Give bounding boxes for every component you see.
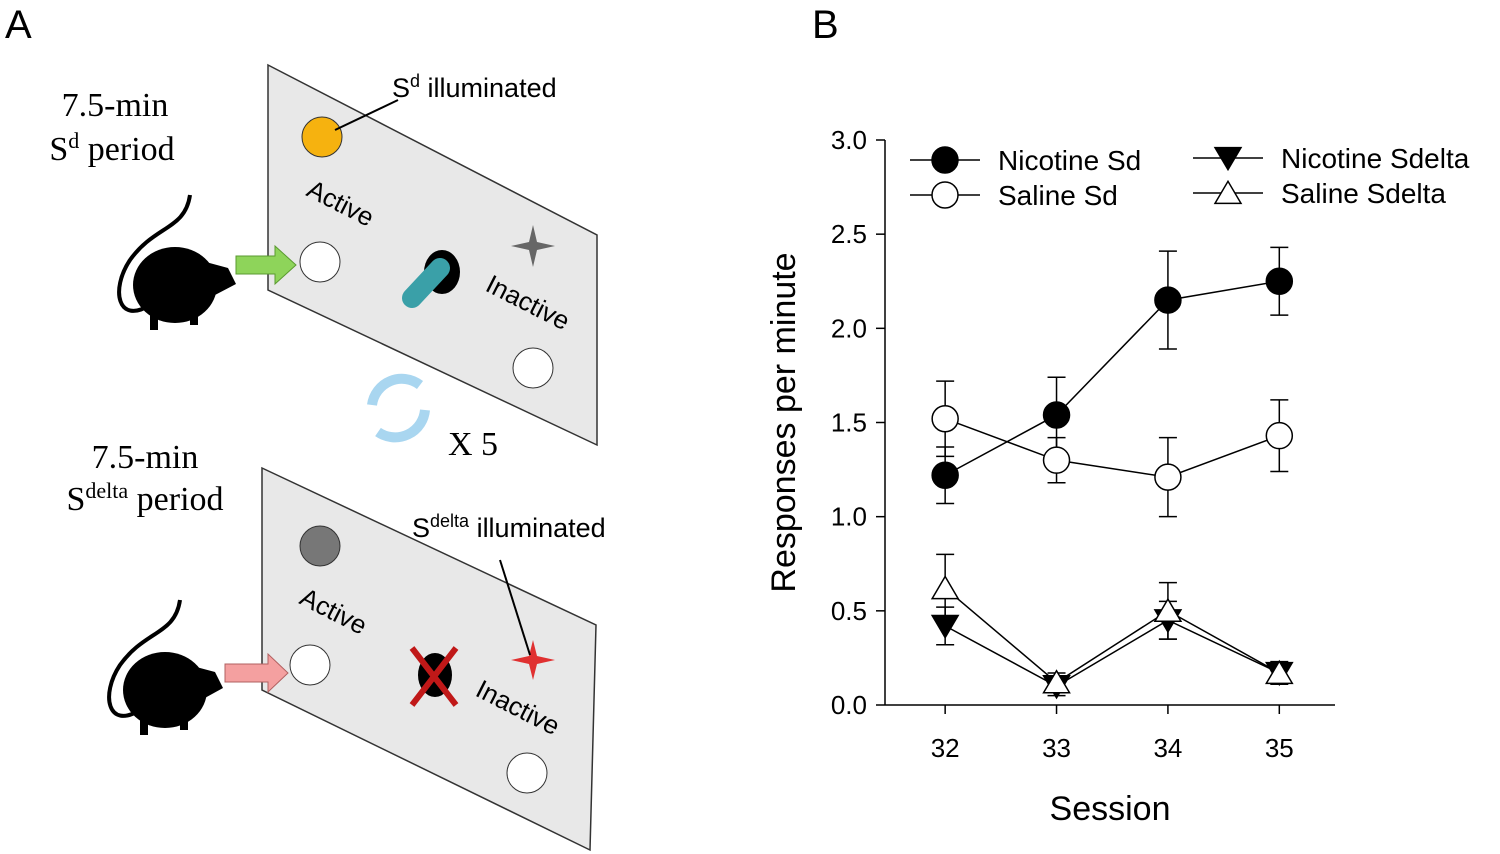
series-line <box>944 619 1280 688</box>
chart: 0.0 0.5 1.0 1.5 2.0 2.5 3.0 32 33 34 35 Session Resp… <box>765 125 1470 828</box>
marker <box>1042 401 1071 429</box>
y-axis-label: Responses per minute <box>765 252 803 592</box>
x-tick-label: 35 <box>1265 733 1294 763</box>
series-line <box>944 280 1280 476</box>
s: S <box>49 131 68 168</box>
sdelta-diagram: Active Inactive Sdelta illuminated 7.5-m… <box>66 439 606 852</box>
rat <box>107 599 223 735</box>
series-line <box>944 418 1280 478</box>
marker <box>930 614 960 640</box>
y-tick-label: 0.5 <box>831 596 867 626</box>
x-tick-label: 32 <box>931 733 960 763</box>
sd-light <box>301 116 343 158</box>
x-axis-label: Session <box>1050 790 1171 828</box>
pointer <box>334 99 399 131</box>
marker <box>931 461 959 489</box>
y-tick-label: 2.5 <box>831 219 867 249</box>
legend-marker <box>931 146 959 174</box>
panel-label: A <box>5 3 32 47</box>
y-tick-label: 1.0 <box>831 502 867 532</box>
period-label: Sd period <box>49 128 174 168</box>
port <box>512 347 554 389</box>
marker <box>1042 669 1071 694</box>
series-line <box>944 587 1280 684</box>
cross <box>409 646 459 707</box>
rest: period <box>79 131 174 168</box>
duration: 7.5-min <box>92 439 199 476</box>
active-port <box>299 241 341 283</box>
s: S <box>392 73 410 103</box>
sup: d <box>68 128 79 153</box>
legend-marker <box>1213 179 1243 205</box>
sd-illuminated: Sd illuminated <box>392 71 557 103</box>
legend-marker <box>1213 146 1243 172</box>
sup: delta <box>85 478 128 503</box>
rest: illuminated <box>469 513 606 543</box>
arrow <box>224 652 289 694</box>
sup: delta <box>430 511 470 531</box>
legend-label: Nicotine Sd <box>998 145 1141 176</box>
sup: d <box>410 71 420 91</box>
rat <box>117 194 236 330</box>
s: S <box>412 513 430 543</box>
sdelta-light <box>511 225 555 267</box>
marker <box>1265 267 1294 295</box>
legend-marker <box>931 181 959 209</box>
marker <box>1042 446 1071 474</box>
lever <box>402 258 450 308</box>
port <box>506 752 548 794</box>
marker <box>930 575 960 600</box>
panel-label: B <box>812 3 839 47</box>
y-tick-label: 2.0 <box>831 313 867 343</box>
marker <box>1265 421 1294 450</box>
arrow <box>235 244 297 286</box>
repeat-icon: X 5 <box>367 373 498 463</box>
s: S <box>66 481 85 518</box>
marker <box>1154 286 1182 314</box>
y-tick-label: 1.5 <box>831 408 867 438</box>
legend-label: Saline Sdelta <box>1281 178 1446 209</box>
sdelta-light <box>511 640 555 680</box>
repeat-label: X 5 <box>448 426 498 463</box>
rest: illuminated <box>420 73 557 103</box>
duration: 7.5-min <box>62 87 169 124</box>
legend-label: Saline Sd <box>998 180 1118 211</box>
y-tick-label: 0.0 <box>831 690 867 720</box>
rest: period <box>128 481 223 518</box>
sdelta-illuminated: Sdelta illuminated <box>412 511 606 543</box>
active-port <box>289 644 331 686</box>
legend-label: Nicotine Sdelta <box>1281 143 1470 174</box>
marker <box>1154 463 1182 491</box>
sd-diagram: Active Inactive Sd illuminated 7.5-min S… <box>49 63 598 447</box>
marker <box>1153 597 1183 622</box>
marker <box>931 404 959 433</box>
x-tick-label: 34 <box>1153 733 1182 763</box>
pointer <box>499 559 531 656</box>
sd-light-off <box>299 525 341 567</box>
marker <box>1264 659 1294 685</box>
period-label: Sdelta period <box>66 478 223 518</box>
x-tick-label: 33 <box>1042 733 1071 763</box>
y-tick-label: 3.0 <box>831 125 867 155</box>
